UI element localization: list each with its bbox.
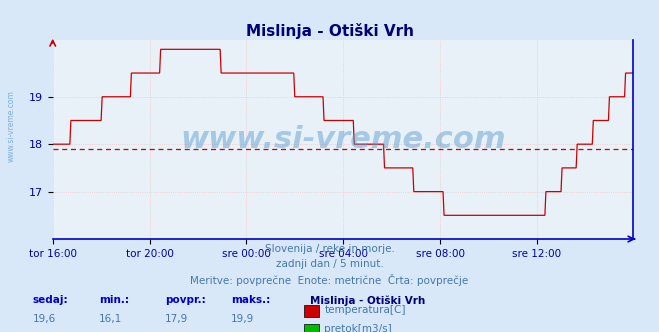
Text: Meritve: povprečne  Enote: metrične  Črta: povprečje: Meritve: povprečne Enote: metrične Črta:… xyxy=(190,274,469,286)
Text: 17,9: 17,9 xyxy=(165,314,188,324)
Text: pretok[m3/s]: pretok[m3/s] xyxy=(324,324,392,332)
Text: Mislinja - Otiški Vrh: Mislinja - Otiški Vrh xyxy=(246,23,413,39)
Text: sedaj:: sedaj: xyxy=(33,295,69,305)
Text: maks.:: maks.: xyxy=(231,295,270,305)
Text: 16,1: 16,1 xyxy=(99,314,122,324)
Text: povpr.:: povpr.: xyxy=(165,295,206,305)
Text: -nan: -nan xyxy=(165,330,188,332)
Text: -nan: -nan xyxy=(33,330,56,332)
Text: zadnji dan / 5 minut.: zadnji dan / 5 minut. xyxy=(275,259,384,269)
Text: min.:: min.: xyxy=(99,295,129,305)
Text: 19,9: 19,9 xyxy=(231,314,254,324)
Text: www.si-vreme.com: www.si-vreme.com xyxy=(7,90,16,162)
Text: temperatura[C]: temperatura[C] xyxy=(324,305,406,315)
Text: -nan: -nan xyxy=(231,330,254,332)
Text: 19,6: 19,6 xyxy=(33,314,56,324)
Text: Mislinja - Otiški Vrh: Mislinja - Otiški Vrh xyxy=(310,295,425,306)
Text: www.si-vreme.com: www.si-vreme.com xyxy=(180,125,505,154)
Text: Slovenija / reke in morje.: Slovenija / reke in morje. xyxy=(264,244,395,254)
Text: -nan: -nan xyxy=(99,330,122,332)
